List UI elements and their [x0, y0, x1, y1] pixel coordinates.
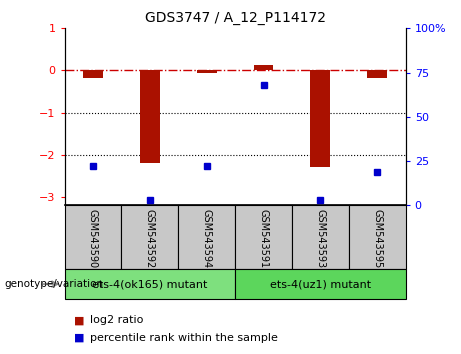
Text: GSM543590: GSM543590	[88, 209, 98, 268]
Text: GSM543591: GSM543591	[259, 209, 269, 268]
Text: GSM543595: GSM543595	[372, 209, 382, 268]
Text: log2 ratio: log2 ratio	[90, 315, 143, 325]
Bar	[349, 205, 406, 269]
Text: ets-4(ok165) mutant: ets-4(ok165) mutant	[92, 279, 207, 289]
Text: GSM543593: GSM543593	[315, 209, 325, 268]
Text: percentile rank within the sample: percentile rank within the sample	[90, 333, 278, 343]
Bar	[254, 65, 273, 70]
Bar	[292, 205, 349, 269]
Bar	[178, 205, 235, 269]
Text: ets-4(uz1) mutant: ets-4(uz1) mutant	[270, 279, 371, 289]
Text: genotype/variation: genotype/variation	[5, 279, 104, 289]
Bar	[140, 70, 160, 163]
Title: GDS3747 / A_12_P114172: GDS3747 / A_12_P114172	[145, 11, 325, 24]
Text: GSM543592: GSM543592	[145, 209, 155, 268]
Bar	[121, 205, 178, 269]
Text: ■: ■	[74, 333, 84, 343]
Bar	[235, 205, 292, 269]
Bar	[197, 70, 217, 73]
Bar	[367, 70, 387, 78]
Bar	[235, 269, 406, 299]
Bar	[65, 205, 121, 269]
Text: GSM543594: GSM543594	[201, 209, 212, 268]
Text: ■: ■	[74, 315, 84, 325]
Bar	[83, 70, 103, 78]
Bar	[65, 269, 235, 299]
Bar	[310, 70, 331, 167]
